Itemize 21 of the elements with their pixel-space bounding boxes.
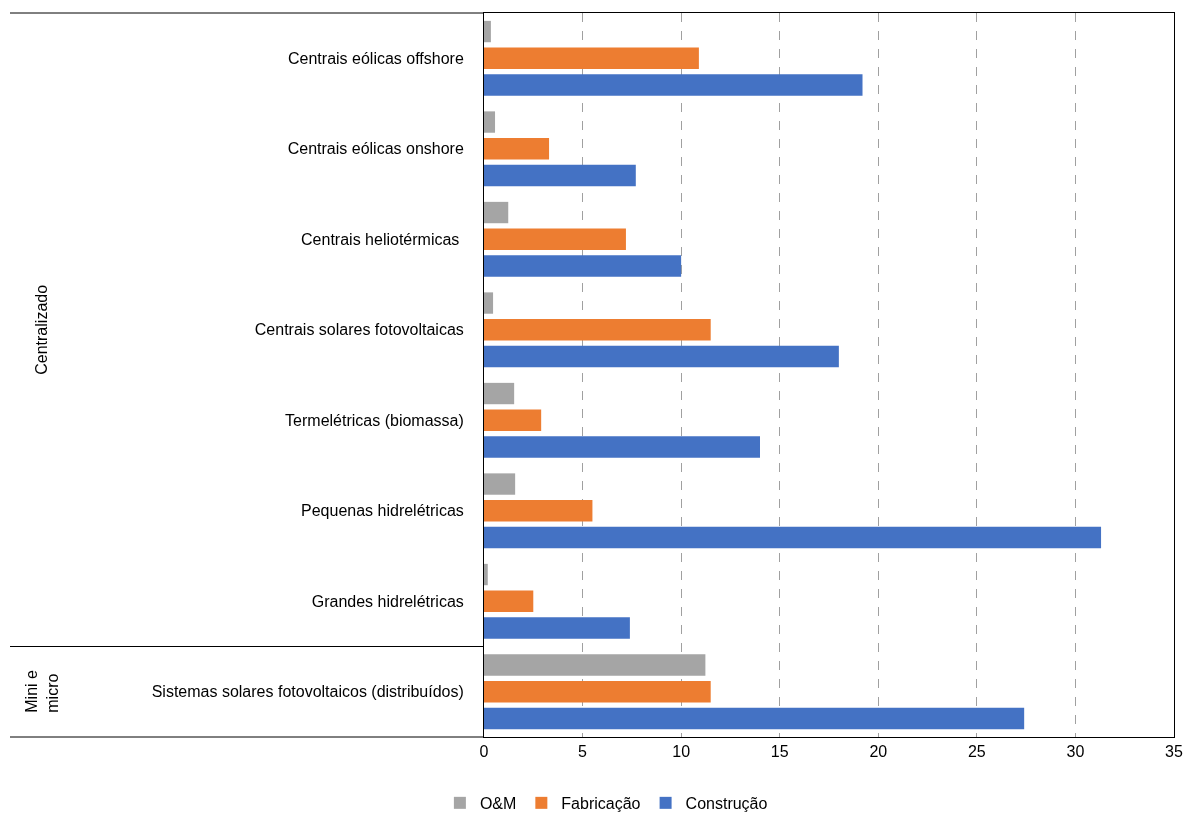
- text: Centralizado: [33, 284, 51, 375]
- y-tick-label: Centrais eólicas offshore: [288, 49, 464, 67]
- x-tick-label: 5: [578, 743, 588, 761]
- y-tick-label: Termelétricas (biomassa): [285, 411, 464, 429]
- legend-label: Fabricação: [561, 795, 641, 813]
- x-tick-label: 35: [1165, 743, 1183, 761]
- x-tick-label: 15: [770, 743, 789, 761]
- x-tick-label: 20: [869, 743, 888, 761]
- y-tick-label: Centrais eólicas onshore: [287, 140, 464, 158]
- x-tick-label: 30: [1066, 743, 1085, 761]
- y-tick-label: Centrais heliotérmicas: [301, 230, 464, 248]
- x-tick-label: 10: [672, 743, 691, 761]
- y-tick-label: Sistemas solares fotovoltaicos (distribuídos): [151, 683, 464, 701]
- y-tick-label: Pequenas hidrelétricas: [301, 502, 464, 520]
- legend-label: Construção: [685, 795, 768, 813]
- x-tick-label: 25: [967, 743, 986, 761]
- y-tick-label: Centrais solares fotovoltaicas: [254, 321, 464, 339]
- text: Mini e micro: [23, 669, 62, 713]
- legend-label: O&M: [479, 795, 517, 813]
- x-tick-label: 0: [479, 743, 489, 761]
- y-tick-label: Grandes hidrelétricas: [311, 592, 464, 610]
